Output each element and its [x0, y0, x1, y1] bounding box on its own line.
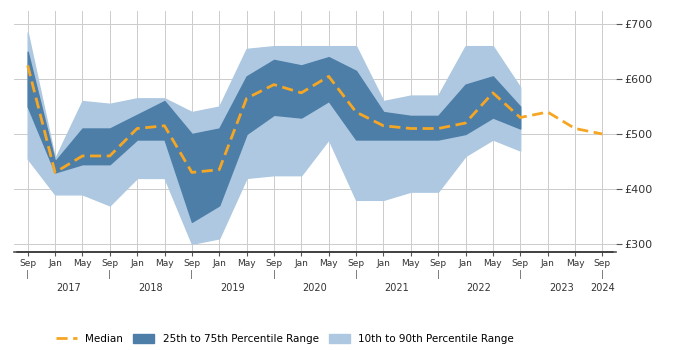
- Text: |: |: [272, 270, 275, 279]
- Text: |: |: [355, 270, 358, 279]
- Text: |: |: [437, 270, 440, 279]
- Text: |: |: [26, 270, 29, 279]
- Text: |: |: [190, 270, 193, 279]
- Text: 2017: 2017: [57, 282, 81, 293]
- Text: 2019: 2019: [220, 282, 245, 293]
- Text: |: |: [519, 270, 522, 279]
- Text: 2018: 2018: [139, 282, 163, 293]
- Text: 2021: 2021: [385, 282, 410, 293]
- Text: 2022: 2022: [467, 282, 491, 293]
- Text: |: |: [108, 270, 111, 279]
- Text: 2023: 2023: [549, 282, 573, 293]
- Text: 2024: 2024: [590, 282, 615, 293]
- Legend: Median, 25th to 75th Percentile Range, 10th to 90th Percentile Range: Median, 25th to 75th Percentile Range, 1…: [52, 330, 518, 348]
- Text: 2020: 2020: [302, 282, 328, 293]
- Text: |: |: [601, 270, 604, 279]
